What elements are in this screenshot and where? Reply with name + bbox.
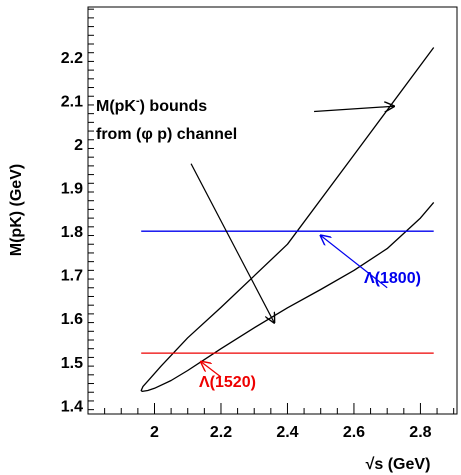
y-tick-label: 1.5 [61,355,83,372]
y-tick-label: 1.9 [61,181,83,198]
y-tick-label: 2.2 [61,50,83,67]
lambda1800-arrow [321,236,388,289]
x-tick-label: 2.6 [343,424,365,441]
series-layer [140,47,435,393]
lambda1520-label: Λ(1520) [199,374,256,391]
bounds-label-line1: M(pK-) bounds [96,95,207,115]
x-tick-label: 2.8 [409,424,431,441]
y-tick-label: 1.6 [61,311,83,328]
x-tick-label: 2.2 [210,424,232,441]
x-tick-label: 2.4 [276,424,298,441]
y-tick-label: 2 [74,137,83,154]
bounds-arrow-2 [190,163,274,323]
x-axis-label: √s (GeV) [366,456,431,473]
bounds-label-line2: from (φ p) channel [96,126,237,143]
lambda1520-arrow [201,362,222,378]
x-axis: 2 2.2 2.4 2.6 2.8 [104,403,455,441]
y-axis: 1.4 1.5 1.6 1.7 1.8 1.9 2 2.1 2.2 [61,8,94,415]
y-tick-label: 1.7 [61,268,83,285]
y-tick-label: 2.1 [61,94,83,111]
bounds-curve [140,47,435,393]
plot-frame [87,6,458,415]
annotations: M(pK-) bounds from (φ p) channel Λ(1800) Λ(… [96,95,421,391]
bounds-arrow-1 [314,106,394,111]
y-axis-label: M(pK) (GeV) [8,164,25,256]
lambda1800-label: Λ(1800) [364,270,421,287]
y-tick-label: 1.4 [61,398,83,415]
x-tick-label: 2 [150,424,159,441]
y-tick-label: 1.8 [61,224,83,241]
